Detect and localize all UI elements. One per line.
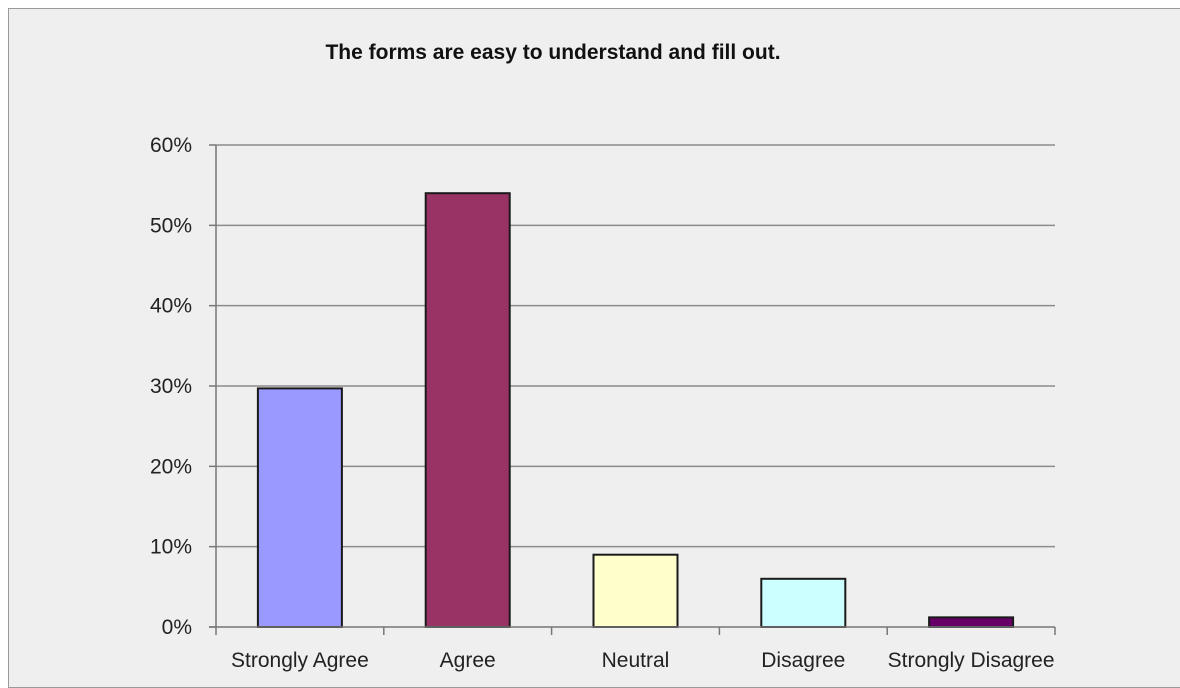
y-tick-label: 20% [150,455,192,478]
x-tick-label: Agree [440,649,496,672]
y-tick-label: 40% [150,295,192,318]
chart-title: The forms are easy to understand and fil… [325,41,780,64]
bar-strongly-agree [256,387,343,628]
y-tick-label: 0% [162,616,192,639]
bar-strongly-disagree [928,616,1015,628]
y-tick-label: 60% [150,134,192,157]
x-tick-label: Disagree [761,649,845,672]
y-tick-label: 30% [150,375,192,398]
bar-neutral [592,553,679,629]
bars [256,192,1015,629]
bar-disagree [760,577,847,628]
x-tick-label: Strongly Agree [231,649,369,672]
x-tick-label: Strongly Disagree [888,649,1055,672]
y-tick-label: 10% [150,536,192,559]
axes: 0% 10% 20% 30% 40% 50% 60% Strongly Agree Agree N… [150,134,1056,672]
bar-agree [424,192,511,628]
x-tick-label: Neutral [602,649,670,672]
gridlines [216,144,1055,548]
y-tick-label: 50% [150,214,192,237]
